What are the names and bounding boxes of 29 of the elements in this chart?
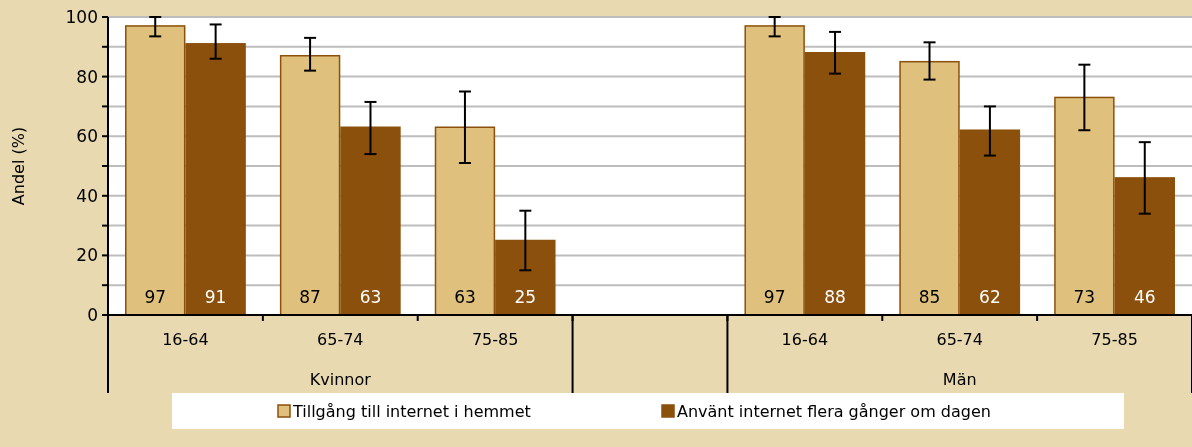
x-tick-label: 75-85 <box>471 330 519 349</box>
x-tick-label: 16-64 <box>162 330 209 349</box>
data-label: 91 <box>204 287 227 307</box>
x-tick-label: 75-85 <box>1091 330 1138 349</box>
y-tick-label: 20 <box>76 245 98 266</box>
data-label: 46 <box>1133 287 1156 307</box>
data-label: 87 <box>299 287 321 307</box>
data-label: 63 <box>359 287 382 307</box>
x-tick-label: 65-74 <box>317 330 364 349</box>
y-axis-title: Andel (%) <box>9 126 28 206</box>
y-tick-label: 40 <box>76 185 98 206</box>
data-label: 97 <box>763 287 786 307</box>
x-tick-label: 65-74 <box>936 330 983 349</box>
text: Män <box>942 370 977 389</box>
legend-label: Tillgång till internet i hemmet <box>292 401 531 421</box>
data-label: 25 <box>514 287 537 307</box>
data-label: 85 <box>918 287 941 307</box>
data-label: 88 <box>824 287 846 307</box>
data-label: 73 <box>1073 287 1096 307</box>
data-label: 62 <box>979 287 1001 307</box>
data-label: 63 <box>454 287 476 307</box>
y-tick-label: 100 <box>65 6 98 27</box>
text: Kvinnor <box>309 370 372 389</box>
x-tick-label: 16-64 <box>781 330 829 349</box>
data-label: 97 <box>144 287 167 307</box>
y-tick-label: 0 <box>87 304 98 325</box>
y-tick-label: 60 <box>76 126 98 147</box>
legend-label: Använt internet flera gånger om dagen <box>677 401 991 421</box>
y-tick-label: 80 <box>76 66 98 87</box>
